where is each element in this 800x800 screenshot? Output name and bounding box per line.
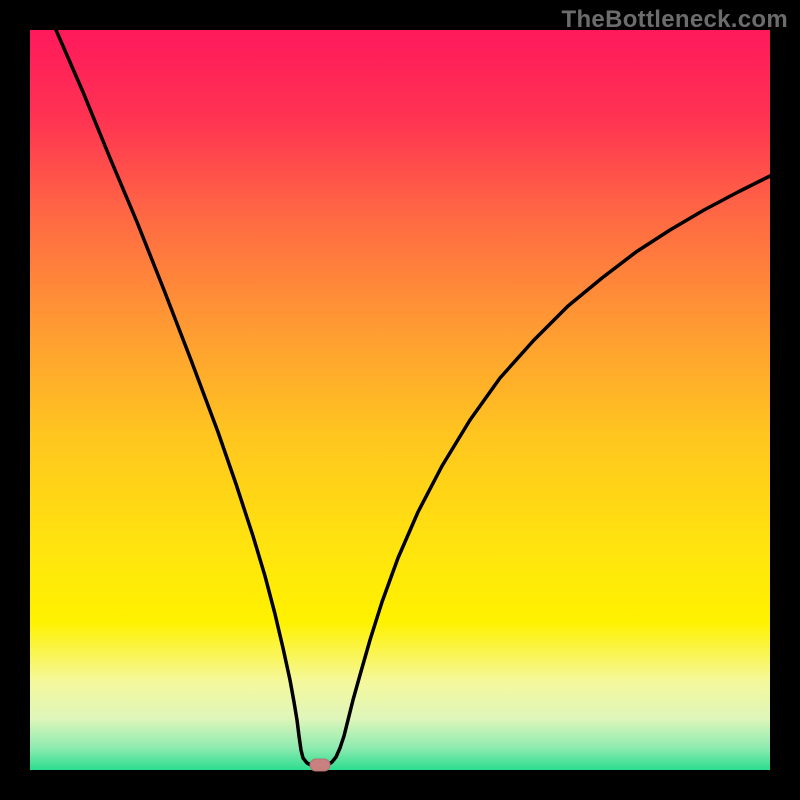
bottleneck-chart bbox=[0, 0, 800, 800]
chart-container: TheBottleneck.com bbox=[0, 0, 800, 800]
optimal-point-marker bbox=[310, 759, 330, 771]
plot-background bbox=[30, 30, 770, 770]
watermark-text: TheBottleneck.com bbox=[562, 6, 788, 34]
